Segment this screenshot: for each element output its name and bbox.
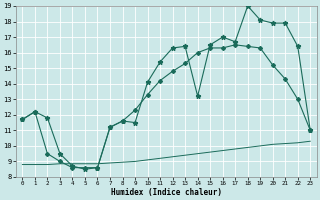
X-axis label: Humidex (Indice chaleur): Humidex (Indice chaleur) <box>111 188 222 197</box>
